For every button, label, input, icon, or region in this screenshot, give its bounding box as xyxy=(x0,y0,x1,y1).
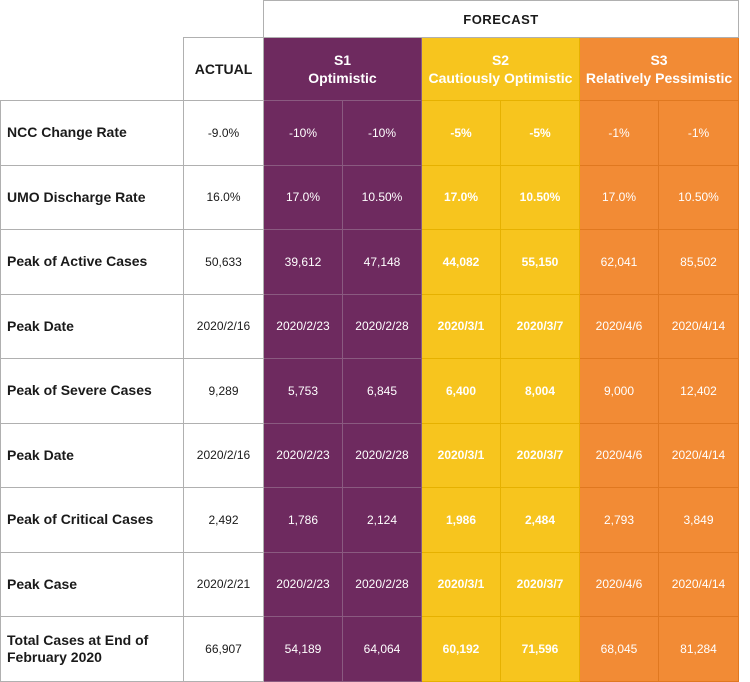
forecast-value-s1: 47,148 xyxy=(342,229,422,295)
actual-value: 50,633 xyxy=(183,229,264,295)
actual-value: -9.0% xyxy=(183,100,264,166)
forecast-value-s2: 71,596 xyxy=(500,616,580,682)
forecast-value-s1: 2020/2/28 xyxy=(342,293,422,359)
forecast-value-s3: 2,793 xyxy=(579,487,659,553)
table-row: UMO Discharge Rate 16.0% 17.0% 10.50% 17.0% 1… xyxy=(0,164,739,230)
forecast-value-s1: 1,786 xyxy=(263,487,343,553)
forecast-value-s2: 60,192 xyxy=(421,616,501,682)
forecast-value-s2: 6,400 xyxy=(421,358,501,424)
forecast-value-s3: 85,502 xyxy=(658,229,739,295)
scenario-header-s3: S3 Relatively Pessimistic xyxy=(579,37,739,101)
scenario-code: S2 xyxy=(491,52,510,68)
table-row: Total Cases at End of February 2020 66,90… xyxy=(0,616,739,682)
scenario-name: Relatively Pessimistic xyxy=(585,70,733,86)
forecast-value-s3: 2020/4/6 xyxy=(579,422,659,488)
forecast-value-s1: 64,064 xyxy=(342,616,422,682)
forecast-value-s3: 68,045 xyxy=(579,616,659,682)
table-row: NCC Change Rate -9.0% -10% -10% -5% -5% -1% -1% xyxy=(0,100,739,166)
actual-value: 9,289 xyxy=(183,358,264,424)
forecast-value-s3: 2020/4/6 xyxy=(579,293,659,359)
forecast-value-s2: 10.50% xyxy=(500,164,580,230)
table-row: Peak Date 2020/2/16 2020/2/23 2020/2/28 2020… xyxy=(0,422,739,488)
forecast-value-s2: 55,150 xyxy=(500,229,580,295)
scenario-code: S3 xyxy=(650,52,668,68)
forecast-value-s2: -5% xyxy=(500,100,580,166)
actual-value: 66,907 xyxy=(183,616,264,682)
scenario-header-s2: S2 Cautiously Optimistic xyxy=(421,37,580,101)
forecast-value-s3: 3,849 xyxy=(658,487,739,553)
row-label: Total Cases at End of February 2020 xyxy=(0,616,184,682)
forecast-value-s1: -10% xyxy=(263,100,343,166)
table-body: NCC Change Rate -9.0% -10% -10% -5% -5% -1% -1%… xyxy=(0,100,739,682)
forecast-value-s1: 10.50% xyxy=(342,164,422,230)
forecast-value-s3: 17.0% xyxy=(579,164,659,230)
forecast-value-s1: -10% xyxy=(342,100,422,166)
forecast-value-s1: 2020/2/28 xyxy=(342,551,422,617)
row-label: NCC Change Rate xyxy=(0,100,184,166)
actual-value: 2,492 xyxy=(183,487,264,553)
forecast-value-s3: -1% xyxy=(579,100,659,166)
forecast-value-s2: 8,004 xyxy=(500,358,580,424)
actual-value: 2020/2/16 xyxy=(183,422,264,488)
forecast-value-s2: -5% xyxy=(421,100,501,166)
forecast-value-s2: 2020/3/1 xyxy=(421,293,501,359)
table-row: Peak of Critical Cases 2,492 1,786 2,124 1,9… xyxy=(0,487,739,553)
row-label: UMO Discharge Rate xyxy=(0,164,184,230)
forecast-value-s3: 2020/4/6 xyxy=(579,551,659,617)
forecast-value-s2: 2020/3/7 xyxy=(500,551,580,617)
row-label: Peak of Active Cases xyxy=(0,229,184,295)
row-label: Peak Case xyxy=(0,551,184,617)
forecast-value-s1: 2020/2/28 xyxy=(342,422,422,488)
scenario-name: Optimistic xyxy=(308,70,377,86)
forecast-value-s3: -1% xyxy=(658,100,739,166)
forecast-header: FORECAST xyxy=(263,0,739,38)
scenario-name: Cautiously Optimistic xyxy=(428,70,573,86)
actual-value: 2020/2/21 xyxy=(183,551,264,617)
forecast-value-s2: 2020/3/7 xyxy=(500,293,580,359)
label-header-blank xyxy=(1,38,184,101)
row-label: Peak Date xyxy=(0,422,184,488)
forecast-value-s1: 2,124 xyxy=(342,487,422,553)
table-row: Peak of Severe Cases 9,289 5,753 6,845 6,400… xyxy=(0,358,739,424)
forecast-value-s1: 2020/2/23 xyxy=(263,422,343,488)
scenario-code: S1 xyxy=(333,52,352,68)
forecast-value-s3: 2020/4/14 xyxy=(658,422,739,488)
forecast-value-s3: 10.50% xyxy=(658,164,739,230)
forecast-value-s1: 6,845 xyxy=(342,358,422,424)
forecast-value-s1: 54,189 xyxy=(263,616,343,682)
actual-value: 2020/2/16 xyxy=(183,293,264,359)
table-row: Peak Case 2020/2/21 2020/2/23 2020/2/28 2020… xyxy=(0,551,739,617)
forecast-value-s2: 2,484 xyxy=(500,487,580,553)
row-label: Peak Date xyxy=(0,293,184,359)
forecast-value-s3: 12,402 xyxy=(658,358,739,424)
forecast-value-s1: 5,753 xyxy=(263,358,343,424)
forecast-value-s3: 2020/4/14 xyxy=(658,551,739,617)
row-label: Peak of Critical Cases xyxy=(0,487,184,553)
table-row: Peak of Active Cases 50,633 39,612 47,148 44… xyxy=(0,229,739,295)
forecast-value-s3: 62,041 xyxy=(579,229,659,295)
forecast-value-s3: 81,284 xyxy=(658,616,739,682)
forecast-value-s2: 2020/3/1 xyxy=(421,551,501,617)
forecast-value-s2: 2020/3/1 xyxy=(421,422,501,488)
forecast-value-s1: 2020/2/23 xyxy=(263,293,343,359)
forecast-value-s2: 2020/3/7 xyxy=(500,422,580,488)
actual-value: 16.0% xyxy=(183,164,264,230)
forecast-value-s1: 39,612 xyxy=(263,229,343,295)
row-label: Peak of Severe Cases xyxy=(0,358,184,424)
forecast-value-s2: 44,082 xyxy=(421,229,501,295)
forecast-value-s2: 1,986 xyxy=(421,487,501,553)
table-row: Peak Date 2020/2/16 2020/2/23 2020/2/28 2020… xyxy=(0,293,739,359)
corner-blank xyxy=(1,1,264,38)
forecast-value-s3: 9,000 xyxy=(579,358,659,424)
forecast-value-s1: 2020/2/23 xyxy=(263,551,343,617)
scenario-header-s1: S1 Optimistic xyxy=(263,37,422,101)
forecast-value-s1: 17.0% xyxy=(263,164,343,230)
forecast-value-s2: 17.0% xyxy=(421,164,501,230)
forecast-value-s3: 2020/4/14 xyxy=(658,293,739,359)
actual-header: ACTUAL xyxy=(183,37,264,101)
